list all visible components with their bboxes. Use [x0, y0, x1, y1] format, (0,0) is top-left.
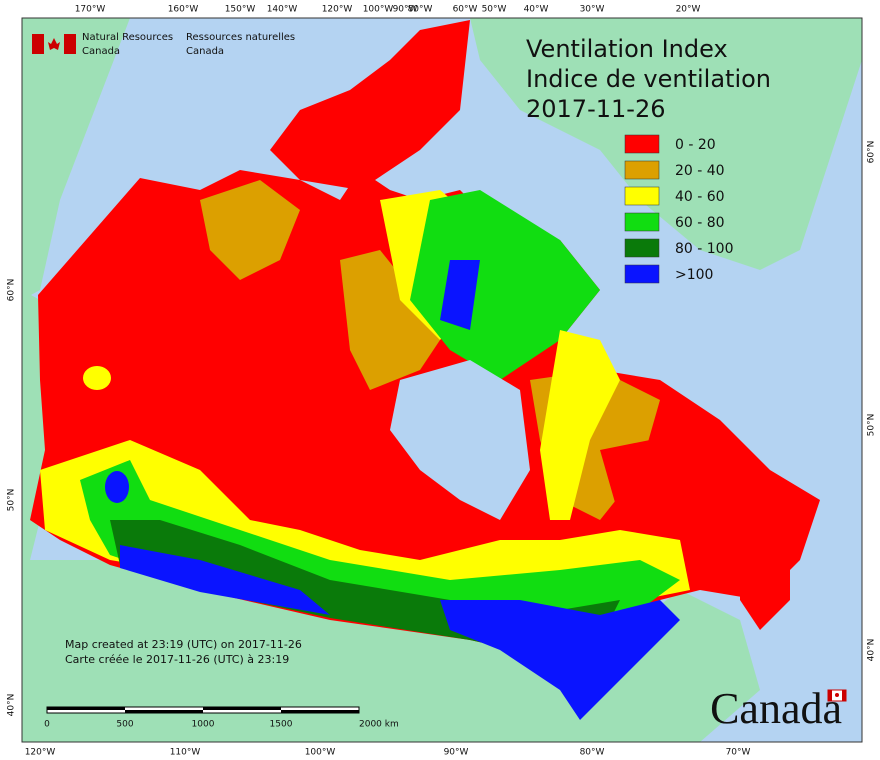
graticule-label: 100°W — [363, 5, 394, 15]
graticule-label: 90°W — [393, 5, 418, 15]
title: Indice de ventilation — [526, 65, 771, 93]
legend-label: 20 - 40 — [675, 163, 725, 179]
graticule-label: 110°W — [170, 748, 201, 758]
graticule-label: 50°N — [867, 414, 877, 437]
wordmark-flag — [827, 689, 847, 702]
graticule-label: 120°W — [322, 5, 353, 15]
graticule-label: 80°W — [408, 5, 433, 15]
agency-en: Canada — [82, 46, 120, 57]
scale-label: 2000 km — [359, 720, 399, 730]
graticule-label: 70°W — [726, 748, 751, 758]
graticule-label: 120°W — [25, 748, 56, 758]
graticule-label: 60°N — [867, 141, 877, 164]
legend-label: >100 — [675, 267, 713, 283]
graticule-label: 150°W — [225, 5, 256, 15]
date: 2017-11-26 — [526, 95, 665, 123]
graticule-label: 160°W — [168, 5, 199, 15]
graticule-label: 50°N — [7, 489, 17, 512]
scale-bar — [46, 706, 360, 714]
graticule-label: 100°W — [305, 748, 336, 758]
agency-en: Natural Resources — [82, 32, 173, 43]
legend-label: 80 - 100 — [675, 241, 734, 257]
scale-label: 1500 — [270, 720, 293, 730]
legend-swatch — [624, 134, 660, 154]
scale-label: 500 — [116, 720, 133, 730]
graticule-label: 60°N — [7, 279, 17, 302]
legend-swatch — [624, 238, 660, 258]
graticule-label: 40°W — [524, 5, 549, 15]
graticule-label: 40°N — [7, 694, 17, 717]
title: Ventilation Index — [526, 35, 728, 63]
agency-fr: Canada — [186, 46, 224, 57]
scale-label: 1000 — [192, 720, 215, 730]
scale-label: 0 — [44, 720, 50, 730]
graticule-label: 40°N — [867, 639, 877, 662]
graticule-label: 20°W — [676, 5, 701, 15]
legend-swatch — [624, 160, 660, 180]
graticule-label: 170°W — [75, 5, 106, 15]
wordmark: Canada — [710, 684, 842, 733]
legend-label: 40 - 60 — [675, 189, 725, 205]
frame — [21, 17, 863, 743]
credit: Map created at 23:19 (UTC) on 2017-11-26 — [65, 638, 302, 651]
graticule-label: 80°W — [580, 748, 605, 758]
land — [22, 18, 862, 742]
graticule-label: 90°W — [444, 748, 469, 758]
legend-swatch — [624, 186, 660, 206]
graticule-label: 140°W — [267, 5, 298, 15]
legend-swatch — [624, 212, 660, 232]
graticule-label: 60°W — [453, 5, 478, 15]
graticule-label: 30°W — [580, 5, 605, 15]
agency-fr: Ressources naturelles — [186, 32, 295, 43]
legend-swatch — [624, 264, 660, 284]
logo — [32, 34, 76, 54]
graticule-label: 50°W — [482, 5, 507, 15]
legend-label: 0 - 20 — [675, 137, 716, 153]
credit: Carte créée le 2017-11-26 (UTC) à 23:19 — [65, 653, 289, 666]
legend-label: 60 - 80 — [675, 215, 725, 231]
